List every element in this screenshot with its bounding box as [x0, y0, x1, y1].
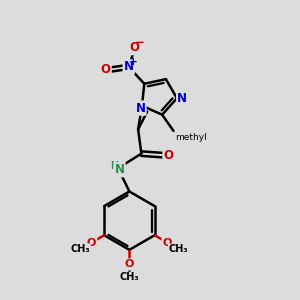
- Text: −: −: [135, 36, 145, 49]
- Text: +: +: [129, 57, 138, 67]
- Text: CH₃: CH₃: [169, 244, 188, 254]
- Text: N: N: [136, 102, 146, 115]
- Text: O: O: [125, 260, 134, 269]
- Text: methyl: methyl: [175, 133, 207, 142]
- Text: O: O: [87, 238, 96, 248]
- Text: H: H: [110, 161, 118, 171]
- Text: N: N: [177, 92, 187, 105]
- Text: CH₃: CH₃: [70, 244, 90, 254]
- Text: N: N: [115, 163, 124, 176]
- Text: O: O: [163, 238, 172, 248]
- Text: O: O: [164, 149, 173, 162]
- Text: O: O: [130, 41, 140, 54]
- Text: CH₃: CH₃: [120, 272, 139, 282]
- Text: N: N: [124, 60, 134, 74]
- Text: O: O: [100, 63, 111, 76]
